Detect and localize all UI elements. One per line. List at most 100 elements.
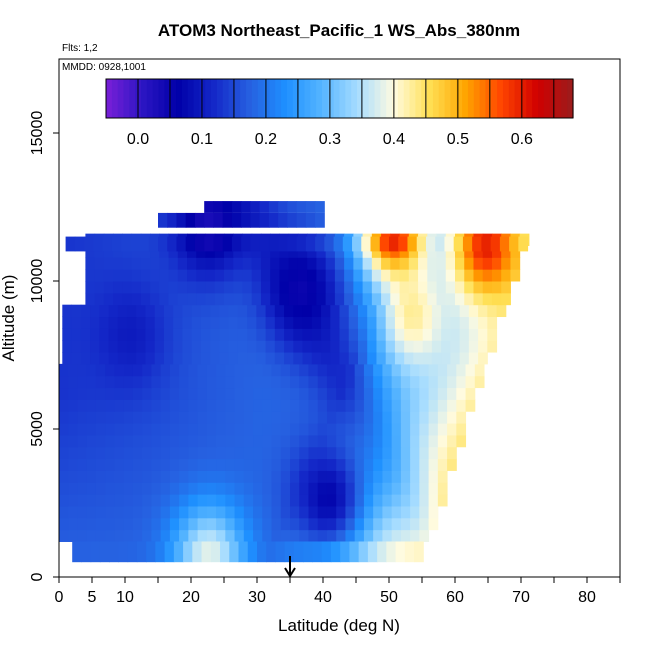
heatmap-cell bbox=[93, 236, 104, 252]
heatmap-cell bbox=[99, 340, 109, 353]
heatmap-cell bbox=[85, 269, 96, 282]
heatmap-cell bbox=[473, 292, 484, 306]
heatmap-cell bbox=[62, 352, 73, 365]
heatmap-cell bbox=[326, 363, 337, 377]
heatmap-cell bbox=[80, 352, 91, 365]
heatmap-cell bbox=[159, 245, 170, 258]
heatmap-cell bbox=[299, 399, 309, 412]
heatmap-cell bbox=[169, 363, 180, 377]
heatmap-cell bbox=[413, 316, 424, 329]
heatmap-cell bbox=[167, 212, 177, 228]
heatmap-cell bbox=[169, 411, 180, 424]
heatmap-cell bbox=[168, 292, 179, 306]
heatmap-cell bbox=[307, 269, 317, 282]
heatmap-cell bbox=[428, 458, 439, 471]
heatmap-cell bbox=[146, 541, 156, 563]
heatmap-cell bbox=[290, 446, 300, 460]
heatmap-cell bbox=[391, 411, 402, 424]
heatmap-cell bbox=[431, 340, 442, 353]
heatmap-cell bbox=[299, 494, 309, 507]
heatmap-cell bbox=[490, 236, 501, 252]
heatmap-cell bbox=[352, 236, 362, 252]
heatmap-cell bbox=[142, 529, 152, 542]
plot-frame bbox=[58, 58, 621, 578]
heatmap-cell bbox=[225, 387, 236, 400]
heatmap-cell bbox=[437, 411, 448, 424]
heatmap-cell bbox=[363, 458, 374, 471]
heatmap-cell bbox=[344, 245, 354, 258]
heatmap-cell bbox=[376, 328, 387, 341]
heatmap-cell bbox=[354, 446, 365, 460]
heatmap-cell bbox=[179, 375, 189, 389]
heatmap-cell bbox=[325, 245, 336, 258]
heatmap-cell bbox=[262, 423, 273, 436]
heatmap-cell bbox=[151, 363, 162, 377]
heatmap-cell bbox=[151, 423, 162, 436]
heatmap-cell bbox=[77, 494, 88, 507]
heatmap-cell bbox=[311, 316, 322, 329]
heatmap-cell bbox=[132, 375, 143, 389]
y-tick-label: 0 bbox=[29, 572, 46, 581]
colorbar-cell bbox=[415, 79, 422, 118]
heatmap-cell bbox=[109, 541, 119, 563]
heatmap-cell bbox=[419, 458, 430, 471]
heatmap-cell bbox=[253, 517, 263, 531]
heatmap-cell bbox=[126, 316, 137, 329]
heatmap-cell bbox=[386, 541, 397, 563]
marker-arrow-head bbox=[284, 567, 296, 578]
heatmap-cell bbox=[376, 304, 387, 318]
heatmap-cell bbox=[234, 387, 245, 400]
colorbar-cell bbox=[216, 79, 224, 118]
heatmap-cell bbox=[160, 494, 171, 507]
heatmap-cell bbox=[90, 340, 100, 353]
heatmap-cell bbox=[237, 340, 248, 353]
heatmap-cell bbox=[253, 399, 263, 412]
heatmap-cell bbox=[325, 257, 336, 270]
heatmap-cell bbox=[233, 257, 243, 270]
colorbar-cell bbox=[467, 79, 475, 118]
colorbar-cell bbox=[526, 79, 533, 118]
heatmap-cell bbox=[105, 434, 115, 448]
heatmap-cell bbox=[456, 411, 467, 424]
heatmap-cell bbox=[213, 236, 224, 252]
flights-note: Flts: 1,2 bbox=[62, 43, 98, 54]
heatmap-cell bbox=[151, 505, 162, 519]
heatmap-cell bbox=[345, 411, 356, 424]
heatmap-cell bbox=[262, 387, 273, 400]
heatmap-cell bbox=[288, 257, 299, 270]
heatmap-cell bbox=[410, 517, 420, 531]
heatmap-cell bbox=[317, 434, 328, 448]
heatmap-cell bbox=[271, 458, 282, 471]
colorbar-cell bbox=[421, 79, 428, 118]
heatmap-cell bbox=[65, 236, 76, 252]
heatmap-cell bbox=[382, 517, 393, 531]
heatmap-cell bbox=[222, 212, 233, 228]
heatmap-cell bbox=[148, 236, 159, 252]
heatmap-cell bbox=[210, 352, 220, 365]
heatmap-cell bbox=[280, 494, 291, 507]
heatmap-cell bbox=[176, 236, 187, 252]
heatmap-cell bbox=[145, 328, 156, 341]
heatmap-cell bbox=[418, 257, 428, 270]
heatmap-cell bbox=[367, 340, 377, 353]
heatmap-cell bbox=[408, 281, 419, 294]
heatmap-cell bbox=[280, 423, 291, 436]
heatmap-cell bbox=[441, 304, 451, 318]
heatmap-cell bbox=[391, 446, 402, 460]
heatmap-cell bbox=[336, 387, 346, 400]
heatmap-cell bbox=[114, 411, 125, 424]
heatmap-cell bbox=[444, 236, 455, 252]
heatmap-cell bbox=[243, 399, 254, 412]
heatmap-cell bbox=[188, 505, 199, 519]
heatmap-cell bbox=[336, 517, 346, 531]
heatmap-cell bbox=[297, 245, 308, 258]
heatmap-cell bbox=[225, 494, 236, 507]
colorbar-cell bbox=[327, 79, 335, 118]
heatmap-cell bbox=[363, 434, 374, 448]
heatmap-cell bbox=[160, 505, 171, 519]
heatmap-cell bbox=[382, 434, 393, 448]
heatmap-cell bbox=[243, 387, 254, 400]
heatmap-cell bbox=[391, 375, 402, 389]
heatmap-cell bbox=[155, 541, 166, 563]
heatmap-cell bbox=[280, 446, 291, 460]
